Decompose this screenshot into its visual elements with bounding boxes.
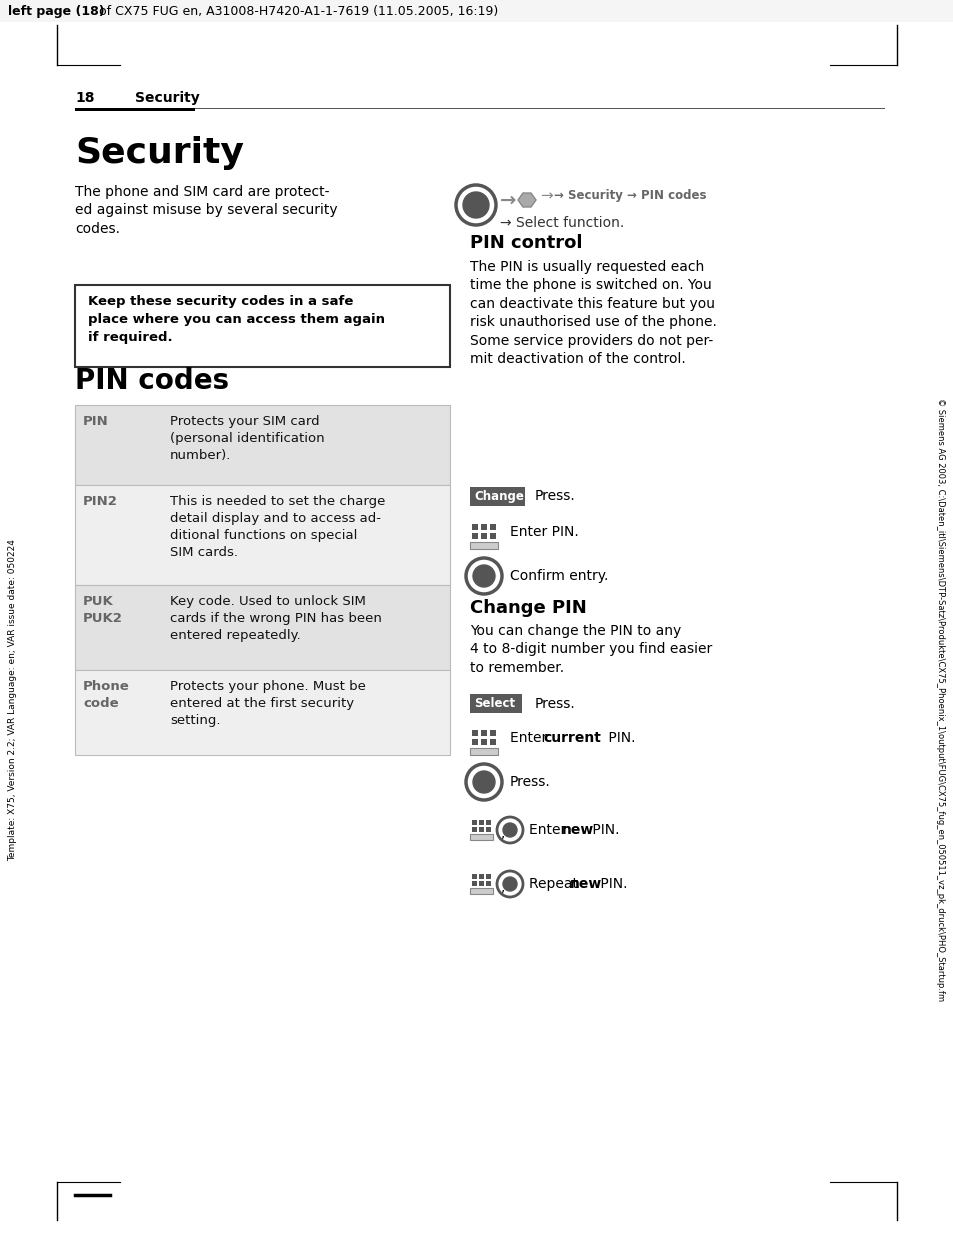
Bar [470, 694, 521, 713]
Text: Confirm entry.: Confirm entry. [510, 569, 608, 583]
Bar [490, 525, 496, 530]
Bar [75, 285, 450, 368]
Bar [478, 827, 483, 832]
Text: Repeat: Repeat [529, 877, 581, 891]
Bar [490, 739, 496, 745]
Bar [472, 525, 477, 530]
Text: PIN.: PIN. [596, 877, 627, 891]
Circle shape [473, 771, 495, 792]
Text: new: new [569, 877, 601, 891]
Text: The phone and SIM card are protect-
ed against misuse by several security
codes.: The phone and SIM card are protect- ed a… [75, 184, 337, 235]
Text: Key code. Used to unlock SIM
cards if the wrong PIN has been
entered repeatedly.: Key code. Used to unlock SIM cards if th… [170, 596, 381, 642]
Text: Enter: Enter [510, 731, 551, 745]
Bar [478, 881, 483, 886]
Text: Press.: Press. [535, 490, 576, 503]
Text: PIN.: PIN. [587, 824, 618, 837]
Text: →: → [539, 188, 552, 203]
Text: Enter PIN.: Enter PIN. [510, 525, 578, 540]
Text: new: new [561, 824, 594, 837]
Text: PIN2: PIN2 [83, 495, 118, 508]
Text: Press.: Press. [510, 775, 550, 789]
Text: PIN codes: PIN codes [75, 368, 229, 395]
Text: PIN control: PIN control [470, 234, 582, 252]
Text: ,: , [500, 826, 505, 840]
Text: → Security → PIN codes: → Security → PIN codes [554, 189, 706, 203]
Bar [472, 881, 476, 886]
Text: PIN: PIN [83, 415, 109, 427]
Text: PUK
PUK2: PUK PUK2 [83, 596, 123, 625]
Bar [75, 670, 450, 755]
Bar [480, 730, 486, 736]
Bar [472, 820, 476, 825]
Bar [472, 730, 477, 736]
Circle shape [462, 192, 489, 218]
Text: Protects your phone. Must be
entered at the first security
setting.: Protects your phone. Must be entered at … [170, 680, 366, 726]
Bar [472, 533, 477, 540]
Polygon shape [517, 193, 536, 207]
Bar [470, 487, 524, 506]
Bar [470, 748, 497, 755]
Text: Enter: Enter [529, 824, 570, 837]
Bar [75, 108, 194, 111]
Circle shape [473, 564, 495, 587]
Bar [470, 888, 493, 893]
Circle shape [502, 824, 517, 837]
Bar [470, 834, 493, 840]
Bar [480, 533, 486, 540]
Bar [485, 827, 491, 832]
Bar [490, 730, 496, 736]
Bar [75, 586, 450, 670]
Text: PIN.: PIN. [603, 731, 635, 745]
Text: left page (18): left page (18) [8, 5, 105, 17]
Bar [478, 820, 483, 825]
Text: Protects your SIM card
(personal identification
number).: Protects your SIM card (personal identif… [170, 415, 324, 462]
Text: The PIN is usually requested each
time the phone is switched on. You
can deactiv: The PIN is usually requested each time t… [470, 260, 716, 366]
Bar [75, 405, 450, 485]
Bar [472, 739, 477, 745]
Text: Press.: Press. [535, 697, 576, 710]
Bar [485, 873, 491, 878]
Text: → Select function.: → Select function. [499, 216, 623, 231]
Bar [478, 873, 483, 878]
Text: Change: Change [474, 490, 523, 503]
Bar [472, 827, 476, 832]
Text: Security: Security [75, 136, 244, 169]
Circle shape [502, 877, 517, 891]
Text: You can change the PIN to any
4 to 8-digit number you find easier
to remember.: You can change the PIN to any 4 to 8-dig… [470, 624, 712, 675]
Bar [490, 533, 496, 540]
Text: Keep these security codes in a safe
place where you can access them again
if req: Keep these security codes in a safe plac… [88, 295, 385, 344]
Text: Phone
code: Phone code [83, 680, 130, 710]
Bar [480, 739, 486, 745]
Text: © Siemens AG 2003, C:\Daten_itl\Siemens\DTP-Satz\Produkte\CX75_Phoenix_1\output\: © Siemens AG 2003, C:\Daten_itl\Siemens\… [936, 399, 944, 1002]
Bar [485, 881, 491, 886]
Text: ,: , [500, 880, 505, 893]
Bar [472, 873, 476, 878]
Bar [0, 0, 953, 22]
Text: This is needed to set the charge
detail display and to access ad-
ditional funct: This is needed to set the charge detail … [170, 495, 385, 559]
Text: of CX75 FUG en, A31008-H7420-A1-1-7619 (11.05.2005, 16:19): of CX75 FUG en, A31008-H7420-A1-1-7619 (… [95, 5, 497, 17]
Bar [470, 542, 497, 549]
Text: →: → [499, 191, 516, 209]
Text: Template: X75, Version 2.2; VAR Language: en; VAR issue date: 050224: Template: X75, Version 2.2; VAR Language… [9, 540, 17, 861]
Bar [485, 820, 491, 825]
Text: Security: Security [135, 91, 199, 105]
Text: Change PIN: Change PIN [470, 599, 586, 617]
Bar [75, 485, 450, 586]
Text: current: current [542, 731, 600, 745]
Text: 18: 18 [75, 91, 94, 105]
Text: Select: Select [474, 697, 515, 710]
Bar [480, 525, 486, 530]
